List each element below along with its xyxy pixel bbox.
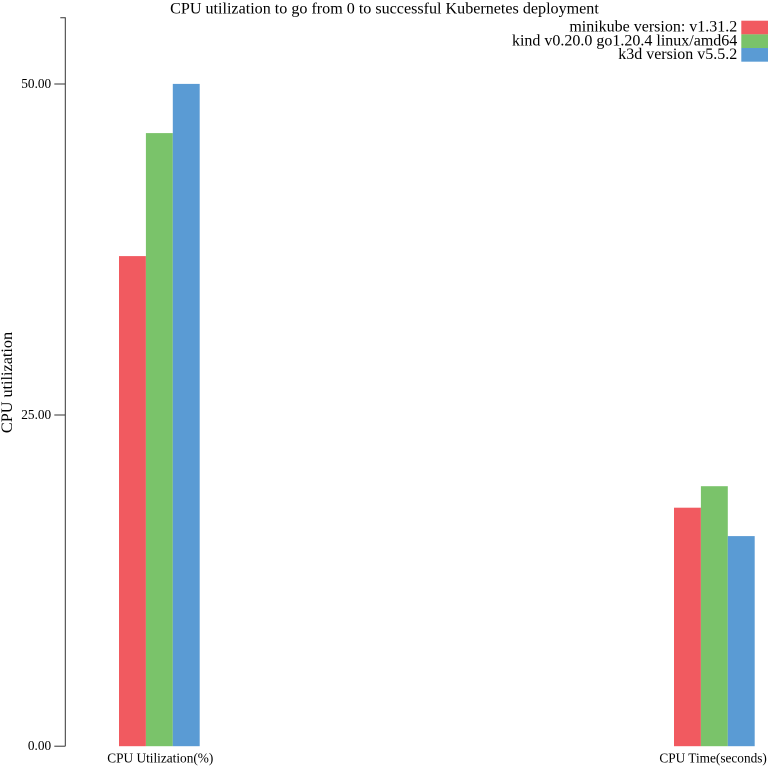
svg-text:kind v0.20.0 go1.20.4 linux/am: kind v0.20.0 go1.20.4 linux/amd64 — [512, 32, 737, 49]
svg-text:50.00: 50.00 — [21, 76, 51, 91]
svg-text:25.00: 25.00 — [21, 407, 51, 422]
svg-text:0.00: 0.00 — [28, 738, 52, 753]
svg-text:CPU Utilization(%): CPU Utilization(%) — [107, 750, 213, 765]
svg-text:CPU utilization: CPU utilization — [0, 332, 16, 433]
svg-text:k3d version v5.5.2: k3d version v5.5.2 — [618, 46, 737, 63]
svg-text:CPU utilization to go from 0 t: CPU utilization to go from 0 to successf… — [170, 1, 599, 18]
svg-text:CPU Time(seconds): CPU Time(seconds) — [659, 750, 767, 765]
svg-text:minikube version: v1.31.2: minikube version: v1.31.2 — [569, 19, 737, 36]
